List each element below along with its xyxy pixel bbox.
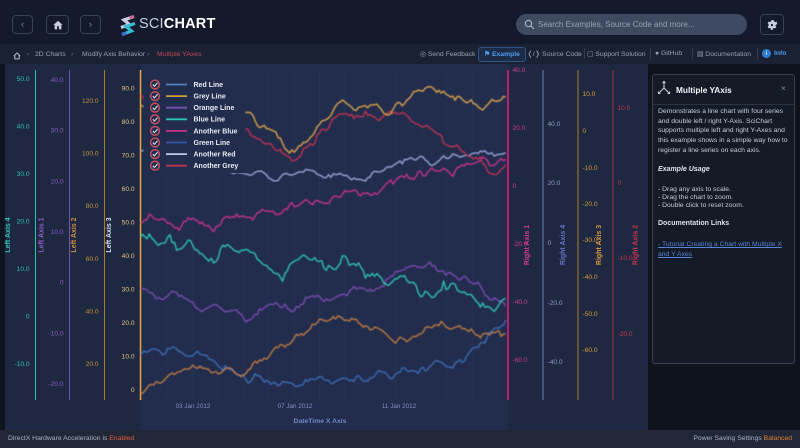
svg-text:10.0: 10.0 <box>51 229 64 236</box>
svg-text:03 Jan 2012: 03 Jan 2012 <box>176 403 211 410</box>
svg-text:0: 0 <box>618 180 622 187</box>
svg-text:50.0: 50.0 <box>17 76 30 83</box>
svg-text:Right Axis 1: Right Axis 1 <box>524 225 531 265</box>
svg-text:-20.0: -20.0 <box>548 300 563 307</box>
svg-text:-50.0: -50.0 <box>583 311 598 318</box>
svg-text:Right Axis 3: Right Axis 3 <box>596 225 603 265</box>
svg-text:-60.0: -60.0 <box>583 347 598 354</box>
svg-text:-40.0: -40.0 <box>548 359 563 366</box>
svg-text:Right Axis 4: Right Axis 4 <box>560 225 567 265</box>
svg-text:10.0: 10.0 <box>17 266 30 273</box>
svg-text:Another Red: Another Red <box>194 152 236 159</box>
svg-text:Left Axis 2: Left Axis 2 <box>71 217 78 252</box>
svg-text:40.0: 40.0 <box>86 308 99 315</box>
svg-text:-30.0: -30.0 <box>583 237 598 244</box>
svg-text:-10.0: -10.0 <box>48 330 63 337</box>
svg-text:20.0: 20.0 <box>513 125 526 132</box>
svg-text:40.0: 40.0 <box>122 253 135 260</box>
svg-text:Red Line: Red Line <box>194 82 224 89</box>
svg-text:07 Jan 2012: 07 Jan 2012 <box>278 403 313 410</box>
svg-text:11 Jan 2012: 11 Jan 2012 <box>382 403 417 410</box>
svg-text:10.0: 10.0 <box>122 354 135 361</box>
svg-text:Left Axis 1: Left Axis 1 <box>39 217 46 252</box>
svg-text:Right Axis 2: Right Axis 2 <box>633 225 640 265</box>
svg-text:0: 0 <box>60 280 64 287</box>
svg-text:20.0: 20.0 <box>51 178 64 185</box>
svg-text:30.0: 30.0 <box>122 287 135 294</box>
svg-text:80.0: 80.0 <box>122 119 135 126</box>
svg-text:10.0: 10.0 <box>618 105 631 112</box>
svg-text:-10.0: -10.0 <box>618 255 633 262</box>
svg-text:DateTime X Axis: DateTime X Axis <box>294 418 347 425</box>
svg-text:-10.0: -10.0 <box>14 361 29 368</box>
svg-text:90.0: 90.0 <box>122 86 135 93</box>
svg-text:20.0: 20.0 <box>86 361 99 368</box>
svg-text:20.0: 20.0 <box>122 320 135 327</box>
svg-text:100.0: 100.0 <box>82 151 99 158</box>
svg-text:30.0: 30.0 <box>17 171 30 178</box>
svg-text:20.0: 20.0 <box>17 219 30 226</box>
svg-text:Green Line: Green Line <box>194 140 231 147</box>
svg-text:20.0: 20.0 <box>548 180 561 187</box>
svg-text:-60.0: -60.0 <box>513 357 528 364</box>
svg-text:120.0: 120.0 <box>82 98 99 105</box>
svg-text:Left Axis 3: Left Axis 3 <box>106 217 113 252</box>
svg-text:-40.0: -40.0 <box>513 299 528 306</box>
svg-text:40.0: 40.0 <box>513 67 526 74</box>
svg-text:Another Blue: Another Blue <box>194 128 238 135</box>
svg-text:Orange Line: Orange Line <box>194 105 235 112</box>
svg-text:Grey Line: Grey Line <box>194 94 226 101</box>
svg-text:60.0: 60.0 <box>86 256 99 263</box>
svg-text:-20.0: -20.0 <box>48 381 63 388</box>
svg-text:70.0: 70.0 <box>122 153 135 160</box>
svg-text:-20.0: -20.0 <box>618 331 633 338</box>
svg-text:-10.0: -10.0 <box>583 165 598 172</box>
svg-text:40.0: 40.0 <box>548 121 561 128</box>
svg-text:30.0: 30.0 <box>51 128 64 135</box>
svg-text:Blue Line: Blue Line <box>194 117 226 124</box>
svg-text:0: 0 <box>131 387 135 394</box>
svg-text:-20.0: -20.0 <box>513 241 528 248</box>
svg-text:-40.0: -40.0 <box>583 274 598 281</box>
svg-text:10.0: 10.0 <box>583 91 596 98</box>
svg-text:40.0: 40.0 <box>17 124 30 131</box>
svg-text:0: 0 <box>26 314 30 321</box>
svg-text:0: 0 <box>513 183 517 190</box>
svg-text:Another Grey: Another Grey <box>194 163 239 170</box>
svg-text:-20.0: -20.0 <box>583 201 598 208</box>
svg-text:40.0: 40.0 <box>51 77 64 84</box>
svg-text:0: 0 <box>548 240 552 247</box>
svg-text:60.0: 60.0 <box>122 186 135 193</box>
svg-text:50.0: 50.0 <box>122 220 135 227</box>
svg-text:80.0: 80.0 <box>86 203 99 210</box>
svg-text:Left Axis 4: Left Axis 4 <box>5 217 12 252</box>
svg-text:0: 0 <box>583 128 587 135</box>
